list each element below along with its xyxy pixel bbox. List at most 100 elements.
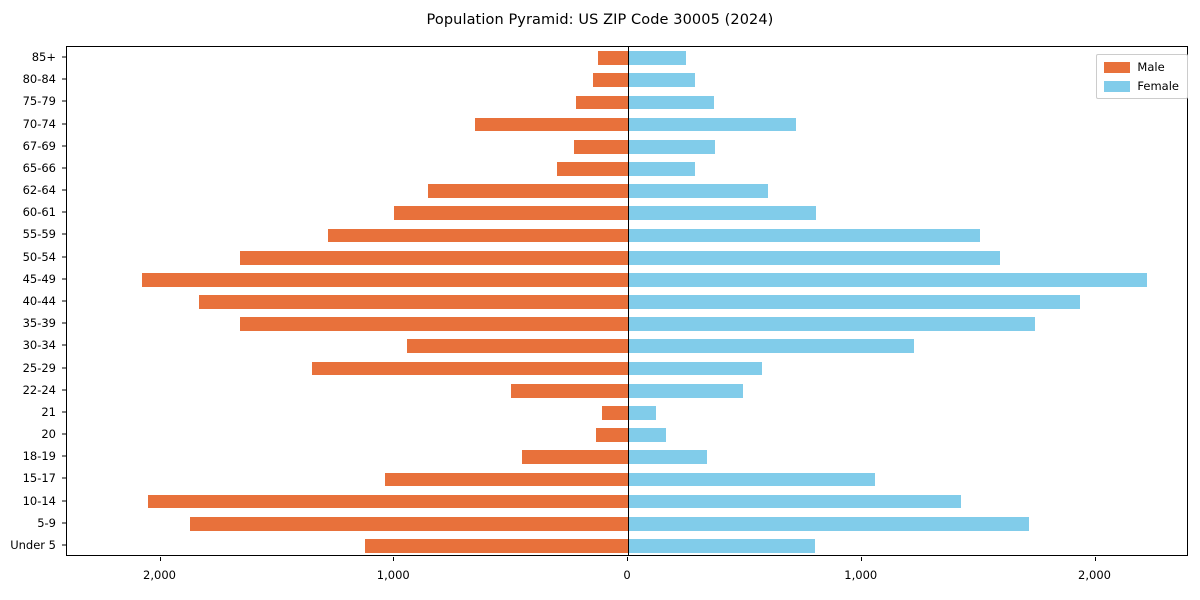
y-tick-mark [62, 544, 66, 546]
legend-swatch-male [1104, 61, 1131, 73]
y-tick-label: 18-19 [22, 449, 56, 464]
bar-male [595, 428, 628, 442]
bar-row [67, 405, 1187, 420]
bar-row [67, 516, 1187, 531]
bar-female [628, 383, 743, 398]
bar-row [67, 184, 1187, 198]
y-tick-label: Under 5 [10, 537, 56, 552]
y-tick-label: 35-39 [22, 316, 56, 331]
x-tick-label: 1,000 [844, 568, 878, 582]
chart-title: Population Pyramid: US ZIP Code 30005 (2… [426, 12, 774, 28]
bar-female [628, 405, 656, 420]
bar-male [597, 51, 628, 65]
y-tick-label: 25-29 [22, 360, 56, 375]
bar-row [67, 383, 1187, 398]
bar-male [576, 95, 628, 110]
y-tick-mark [62, 167, 66, 169]
legend-item[interactable]: Male [1104, 60, 1179, 74]
bar-male [557, 162, 628, 176]
x-tick-mark [627, 557, 628, 561]
bar-female [628, 339, 915, 354]
bar-female [628, 250, 1000, 265]
y-tick-label: 15-17 [22, 471, 56, 486]
y-tick-mark [62, 411, 66, 413]
y-tick-label: 45-49 [22, 271, 56, 286]
bar-row [67, 539, 1187, 553]
legend-label: Female [1137, 79, 1179, 93]
bar-row [67, 139, 1187, 154]
bar-row [67, 250, 1187, 265]
bar-male [327, 228, 628, 243]
bar-male [511, 383, 628, 398]
bar-male [428, 184, 628, 198]
x-tick-label: 2,000 [1078, 568, 1111, 582]
bar-male [365, 539, 628, 553]
bar-row [67, 494, 1187, 509]
y-tick-label: 62-64 [22, 183, 56, 198]
bar-row [67, 51, 1187, 65]
y-tick-mark [62, 256, 66, 258]
bar-male [474, 117, 628, 132]
y-tick-label: 65-66 [22, 160, 56, 175]
bar-female [628, 317, 1035, 332]
y-tick-mark [62, 344, 66, 346]
legend-label: Male [1137, 60, 1165, 74]
y-tick-mark [62, 522, 66, 524]
bar-row [67, 272, 1187, 287]
bar-male [384, 472, 628, 487]
bar-male [406, 339, 628, 354]
x-axis: 2,000 1,000 0 1,000 2,000 [66, 557, 1188, 597]
bar-female [628, 73, 695, 88]
y-tick-label: 30-34 [22, 338, 56, 353]
x-tick-mark [393, 557, 395, 561]
bar-female [628, 428, 667, 442]
x-tick-mark [860, 557, 862, 561]
y-tick-mark [62, 211, 66, 213]
bar-female [628, 472, 876, 487]
bar-male [592, 73, 628, 88]
bar-male [239, 317, 628, 332]
x-tick-label: 1,000 [376, 568, 410, 582]
x-tick-mark [1094, 557, 1096, 561]
y-tick-label: 80-84 [22, 72, 56, 87]
zero-axis-line [628, 47, 630, 555]
y-tick-label: 22-24 [22, 382, 56, 397]
y-tick-mark [62, 367, 66, 369]
bar-female [628, 206, 817, 221]
bar-male [147, 494, 628, 509]
bar-male [198, 295, 628, 309]
y-tick-label: 75-79 [22, 94, 56, 109]
y-tick-mark [62, 123, 66, 125]
legend-item[interactable]: Female [1104, 79, 1179, 93]
bar-row [67, 317, 1187, 332]
bar-row [67, 162, 1187, 176]
bar-row [67, 450, 1187, 465]
y-tick-mark [62, 500, 66, 502]
y-tick-mark [62, 322, 66, 324]
plot-area [66, 46, 1188, 556]
bar-row [67, 472, 1187, 487]
y-tick-mark [62, 300, 66, 302]
y-tick-label: 70-74 [22, 116, 56, 131]
bar-female [628, 51, 686, 65]
y-tick-label: 60-61 [22, 205, 56, 220]
bar-male [239, 250, 628, 265]
y-tick-mark [62, 278, 66, 280]
y-tick-label: 85+ [31, 50, 56, 65]
bars-layer [67, 47, 1187, 555]
y-tick-label: 20 [41, 427, 56, 442]
y-tick-mark [62, 233, 66, 235]
bar-male [190, 516, 628, 531]
bar-male [312, 361, 628, 376]
y-tick-mark [62, 389, 66, 391]
chart-legend: Male Female [1096, 54, 1188, 99]
bar-female [628, 272, 1147, 287]
bar-female [628, 295, 1080, 309]
bar-row [67, 428, 1187, 442]
bar-female [628, 117, 796, 132]
bar-female [628, 162, 695, 176]
y-tick-label: 5-9 [37, 515, 56, 530]
bar-female [628, 494, 962, 509]
bar-female [628, 184, 769, 198]
